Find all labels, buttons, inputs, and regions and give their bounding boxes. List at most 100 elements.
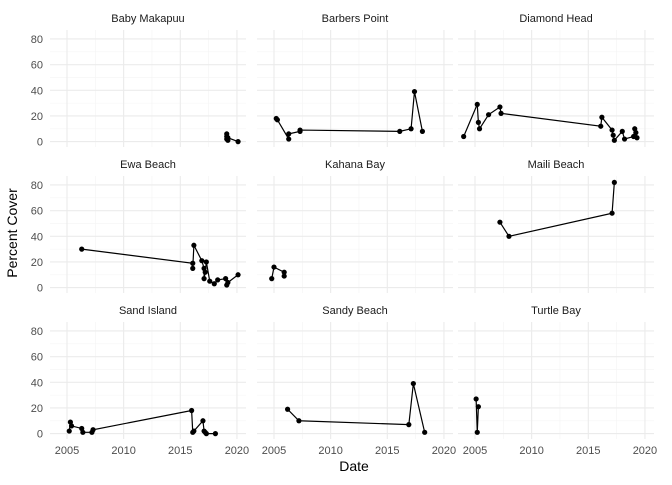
data-point bbox=[191, 242, 197, 248]
data-point bbox=[281, 273, 287, 279]
data-point bbox=[497, 219, 503, 225]
facet-panel: Baby Makapuu 0 20 40 60 80 bbox=[31, 13, 246, 149]
data-point bbox=[235, 272, 241, 278]
facet-strip-label: Ewa Beach bbox=[120, 159, 176, 171]
x-tick-label: 2015 bbox=[375, 445, 399, 457]
data-point bbox=[284, 406, 291, 412]
data-point bbox=[497, 104, 503, 110]
data-point bbox=[286, 131, 292, 137]
data-point bbox=[406, 422, 412, 428]
data-point bbox=[79, 246, 85, 252]
data-point bbox=[203, 259, 209, 265]
facet-panel: Sand Island 0 20 40 60 80 2005 2010 2015 2020 bbox=[31, 305, 249, 457]
facet-strip-label: Maili Beach bbox=[528, 159, 585, 171]
facet-panel: Sandy Beach 2005 2010 2015 2020 bbox=[257, 305, 456, 457]
data-point bbox=[476, 126, 483, 132]
y-tick-label: 40 bbox=[31, 85, 43, 97]
y-tick-label: 80 bbox=[31, 34, 43, 46]
data-point bbox=[419, 128, 426, 134]
data-point bbox=[201, 276, 207, 282]
data-point bbox=[297, 127, 303, 133]
data-point bbox=[485, 112, 492, 118]
data-point bbox=[473, 396, 479, 402]
data-point bbox=[474, 429, 480, 435]
data-point bbox=[397, 128, 403, 134]
data-point bbox=[200, 418, 206, 424]
data-point bbox=[634, 135, 640, 141]
data-point bbox=[190, 265, 196, 271]
data-point bbox=[202, 269, 208, 275]
data-point bbox=[599, 114, 605, 120]
x-tick-label: 2005 bbox=[55, 445, 79, 457]
y-tick-label: 20 bbox=[31, 257, 43, 269]
data-point bbox=[475, 404, 481, 410]
data-point bbox=[269, 276, 275, 282]
data-point bbox=[506, 233, 512, 239]
x-tick-label: 2020 bbox=[225, 445, 249, 457]
facet-strip-label: Sand Island bbox=[119, 305, 177, 317]
y-tick-label: 0 bbox=[37, 137, 43, 149]
x-tick-label: 2015 bbox=[576, 445, 600, 457]
y-tick-label: 20 bbox=[31, 403, 43, 415]
data-point bbox=[611, 179, 617, 186]
data-point bbox=[274, 117, 280, 123]
x-tick-label: 2010 bbox=[519, 445, 543, 457]
y-tick-label: 80 bbox=[31, 326, 43, 338]
data-point bbox=[80, 429, 86, 435]
facet-strip-label: Barbers Point bbox=[322, 13, 389, 25]
x-tick-label: 2015 bbox=[168, 445, 192, 457]
data-point bbox=[598, 123, 604, 129]
facet-panel: Maili Beach bbox=[458, 159, 654, 293]
data-point bbox=[215, 277, 221, 283]
data-point bbox=[199, 258, 205, 264]
data-point bbox=[223, 276, 229, 282]
facet-panel: Barbers Point bbox=[257, 13, 453, 147]
data-point bbox=[411, 88, 418, 95]
facet-strip-label: Baby Makapuu bbox=[111, 13, 184, 25]
data-point bbox=[296, 418, 302, 424]
data-point bbox=[189, 407, 195, 414]
x-tick-label: 2020 bbox=[633, 445, 657, 457]
facet-panel: Turtle Bay 2005 2010 2015 2020 bbox=[458, 305, 657, 457]
facet-strip-label: Diamond Head bbox=[519, 13, 592, 25]
data-point bbox=[191, 428, 197, 434]
facet-strip-label: Kahana Bay bbox=[325, 159, 385, 171]
y-tick-label: 20 bbox=[31, 111, 43, 123]
data-point bbox=[610, 132, 616, 138]
series-line bbox=[499, 182, 615, 237]
data-point bbox=[422, 429, 428, 435]
data-point bbox=[286, 136, 292, 142]
y-tick-label: 80 bbox=[31, 180, 43, 192]
facet-panel: Kahana Bay bbox=[257, 159, 453, 293]
x-tick-label: 2010 bbox=[318, 445, 342, 457]
data-point bbox=[408, 126, 414, 132]
data-point bbox=[609, 210, 615, 216]
data-point bbox=[235, 139, 241, 145]
data-point bbox=[611, 137, 617, 143]
facet-panel: Diamond Head bbox=[458, 13, 654, 147]
y-tick-label: 60 bbox=[31, 60, 43, 72]
data-point bbox=[207, 278, 213, 284]
data-point bbox=[619, 128, 625, 134]
facet-panel: Ewa Beach 0 20 40 60 80 bbox=[31, 159, 246, 295]
panels-layer: Baby Makapuu 0 20 40 60 80 Barbers Point Diamon… bbox=[31, 13, 657, 457]
data-point bbox=[203, 431, 209, 437]
data-point bbox=[475, 119, 481, 125]
facet-strip-label: Turtle Bay bbox=[531, 305, 581, 317]
y-tick-label: 60 bbox=[31, 352, 43, 364]
data-point bbox=[225, 135, 231, 141]
data-point bbox=[498, 110, 504, 116]
data-point bbox=[68, 423, 75, 429]
data-point bbox=[225, 279, 231, 286]
data-point bbox=[461, 133, 467, 140]
x-axis-title: Date bbox=[339, 458, 369, 474]
facet-strip-label: Sandy Beach bbox=[322, 305, 387, 317]
y-tick-label: 60 bbox=[31, 206, 43, 218]
data-point bbox=[609, 127, 615, 133]
data-point bbox=[190, 260, 196, 266]
data-point bbox=[474, 101, 480, 108]
y-tick-label: 40 bbox=[31, 231, 43, 243]
x-tick-label: 2005 bbox=[463, 445, 487, 457]
x-tick-label: 2020 bbox=[432, 445, 456, 457]
